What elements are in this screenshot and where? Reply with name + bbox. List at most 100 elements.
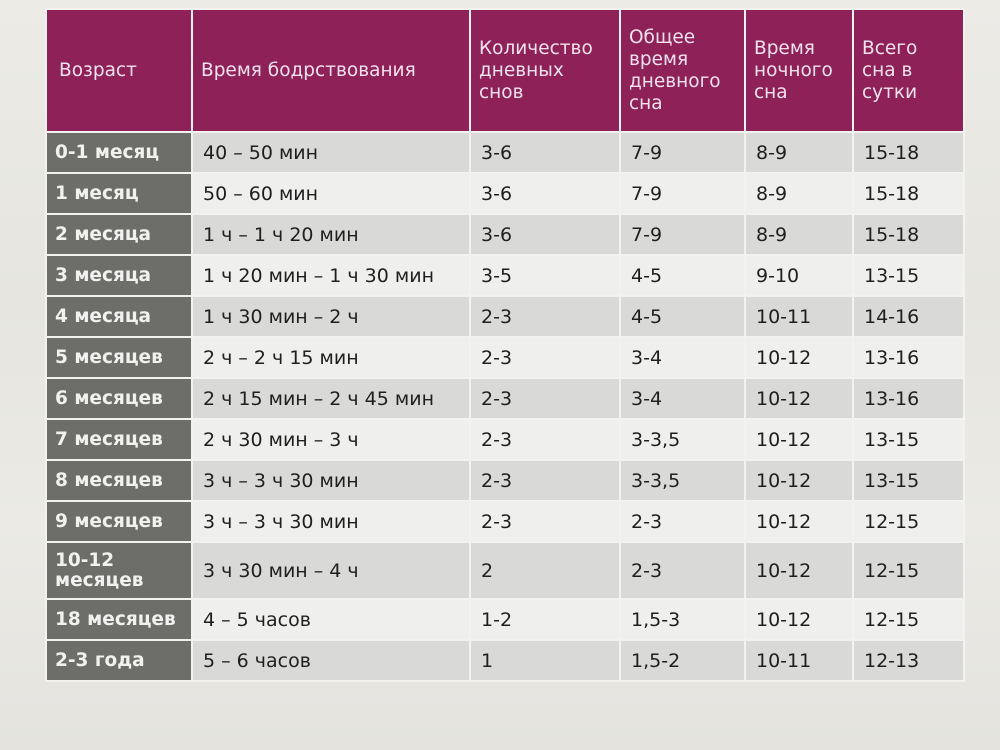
nap-count-cell: 3-5 xyxy=(469,254,621,297)
nap-count-cell: 2-3 xyxy=(469,459,621,502)
wake-time-cell: 5 – 6 часов xyxy=(191,639,471,682)
nap-count-cell: 1-2 xyxy=(469,598,621,641)
day-sleep-cell: 3-3,5 xyxy=(619,459,746,502)
header-age: Возраст xyxy=(45,8,193,133)
night-sleep-cell: 8-9 xyxy=(744,213,854,256)
table-row: 8 месяцев 3 ч – 3 ч 30 мин 2-3 3-3,5 10-… xyxy=(45,459,965,502)
table-row: 3 месяца 1 ч 20 мин – 1 ч 30 мин 3-5 4-5… xyxy=(45,254,965,297)
day-sleep-cell: 2-3 xyxy=(619,541,746,600)
table-row: 2-3 года 5 – 6 часов 1 1,5-2 10-11 12-13 xyxy=(45,639,965,682)
night-sleep-cell: 10-11 xyxy=(744,295,854,338)
total-sleep-cell: 13-15 xyxy=(852,459,965,502)
total-sleep-cell: 15-18 xyxy=(852,172,965,215)
nap-count-cell: 1 xyxy=(469,639,621,682)
nap-count-cell: 3-6 xyxy=(469,131,621,174)
table-row: 9 месяцев 3 ч – 3 ч 30 мин 2-3 2-3 10-12… xyxy=(45,500,965,543)
header-nap-count: Количество дневных снов xyxy=(469,8,621,133)
age-cell: 10-12 месяцев xyxy=(45,541,193,600)
header-row: Возраст Время бодрствования Количество д… xyxy=(45,8,965,133)
wake-time-cell: 50 – 60 мин xyxy=(191,172,471,215)
wake-time-cell: 1 ч – 1 ч 20 мин xyxy=(191,213,471,256)
wake-time-cell: 3 ч 30 мин – 4 ч xyxy=(191,541,471,600)
header-day-sleep-total: Общее время дневного сна xyxy=(619,8,746,133)
header-nap-count-label: Количество дневных снов xyxy=(479,37,593,103)
night-sleep-cell: 10-12 xyxy=(744,500,854,543)
night-sleep-cell: 10-12 xyxy=(744,336,854,379)
table-row: 4 месяца 1 ч 30 мин – 2 ч 2-3 4-5 10-11 … xyxy=(45,295,965,338)
day-sleep-cell: 7-9 xyxy=(619,213,746,256)
wake-time-cell: 40 – 50 мин xyxy=(191,131,471,174)
table-row: 10-12 месяцев 3 ч 30 мин – 4 ч 2 2-3 10-… xyxy=(45,541,965,600)
wake-time-cell: 3 ч – 3 ч 30 мин xyxy=(191,500,471,543)
day-sleep-cell: 4-5 xyxy=(619,295,746,338)
night-sleep-cell: 10-12 xyxy=(744,418,854,461)
age-cell: 5 месяцев xyxy=(45,336,193,379)
total-sleep-cell: 12-15 xyxy=(852,500,965,543)
table-row: 5 месяцев 2 ч – 2 ч 15 мин 2-3 3-4 10-12… xyxy=(45,336,965,379)
header-night-sleep-label: Время ночного сна xyxy=(754,37,833,103)
night-sleep-cell: 10-12 xyxy=(744,459,854,502)
sleep-schedule-table-container: Возраст Время бодрствования Количество д… xyxy=(45,8,965,682)
day-sleep-cell: 1,5-3 xyxy=(619,598,746,641)
day-sleep-cell: 7-9 xyxy=(619,131,746,174)
age-cell: 8 месяцев xyxy=(45,459,193,502)
table-row: 6 месяцев 2 ч 15 мин – 2 ч 45 мин 2-3 3-… xyxy=(45,377,965,420)
sleep-schedule-table: Возраст Время бодрствования Количество д… xyxy=(45,8,965,682)
age-cell: 2 месяца xyxy=(45,213,193,256)
total-sleep-cell: 12-15 xyxy=(852,598,965,641)
night-sleep-cell: 10-11 xyxy=(744,639,854,682)
age-cell: 2-3 года xyxy=(45,639,193,682)
day-sleep-cell: 4-5 xyxy=(619,254,746,297)
header-wake-time: Время бодрствования xyxy=(191,8,471,133)
night-sleep-cell: 8-9 xyxy=(744,172,854,215)
total-sleep-cell: 13-16 xyxy=(852,377,965,420)
age-cell: 0-1 месяц xyxy=(45,131,193,174)
age-cell: 1 месяц xyxy=(45,172,193,215)
total-sleep-cell: 14-16 xyxy=(852,295,965,338)
nap-count-cell: 2-3 xyxy=(469,418,621,461)
age-cell: 7 месяцев xyxy=(45,418,193,461)
age-cell: 3 месяца xyxy=(45,254,193,297)
night-sleep-cell: 10-12 xyxy=(744,377,854,420)
wake-time-cell: 3 ч – 3 ч 30 мин xyxy=(191,459,471,502)
table-row: 7 месяцев 2 ч 30 мин – 3 ч 2-3 3-3,5 10-… xyxy=(45,418,965,461)
night-sleep-cell: 8-9 xyxy=(744,131,854,174)
nap-count-cell: 2-3 xyxy=(469,500,621,543)
day-sleep-cell: 1,5-2 xyxy=(619,639,746,682)
age-cell: 4 месяца xyxy=(45,295,193,338)
day-sleep-cell: 3-3,5 xyxy=(619,418,746,461)
day-sleep-cell: 3-4 xyxy=(619,336,746,379)
nap-count-cell: 3-6 xyxy=(469,172,621,215)
night-sleep-cell: 9-10 xyxy=(744,254,854,297)
nap-count-cell: 3-6 xyxy=(469,213,621,256)
wake-time-cell: 1 ч 20 мин – 1 ч 30 мин xyxy=(191,254,471,297)
total-sleep-cell: 13-15 xyxy=(852,418,965,461)
nap-count-cell: 2 xyxy=(469,541,621,600)
total-sleep-cell: 15-18 xyxy=(852,131,965,174)
age-cell: 6 месяцев xyxy=(45,377,193,420)
day-sleep-cell: 7-9 xyxy=(619,172,746,215)
age-cell: 9 месяцев xyxy=(45,500,193,543)
header-day-sleep-total-label: Общее время дневного сна xyxy=(629,26,721,114)
day-sleep-cell: 3-4 xyxy=(619,377,746,420)
total-sleep-cell: 12-15 xyxy=(852,541,965,600)
wake-time-cell: 2 ч 15 мин – 2 ч 45 мин xyxy=(191,377,471,420)
wake-time-cell: 2 ч 30 мин – 3 ч xyxy=(191,418,471,461)
header-total-sleep: Всего сна в сутки xyxy=(852,8,965,133)
night-sleep-cell: 10-12 xyxy=(744,541,854,600)
night-sleep-cell: 10-12 xyxy=(744,598,854,641)
total-sleep-cell: 12-13 xyxy=(852,639,965,682)
header-total-sleep-label: Всего сна в сутки xyxy=(862,37,918,103)
age-cell: 18 месяцев xyxy=(45,598,193,641)
table-row: 1 месяц 50 – 60 мин 3-6 7-9 8-9 15-18 xyxy=(45,172,965,215)
nap-count-cell: 2-3 xyxy=(469,336,621,379)
nap-count-cell: 2-3 xyxy=(469,295,621,338)
wake-time-cell: 1 ч 30 мин – 2 ч xyxy=(191,295,471,338)
table-row: 0-1 месяц 40 – 50 мин 3-6 7-9 8-9 15-18 xyxy=(45,131,965,174)
table-row: 2 месяца 1 ч – 1 ч 20 мин 3-6 7-9 8-9 15… xyxy=(45,213,965,256)
nap-count-cell: 2-3 xyxy=(469,377,621,420)
total-sleep-cell: 15-18 xyxy=(852,213,965,256)
total-sleep-cell: 13-16 xyxy=(852,336,965,379)
day-sleep-cell: 2-3 xyxy=(619,500,746,543)
table-row: 18 месяцев 4 – 5 часов 1-2 1,5-3 10-12 1… xyxy=(45,598,965,641)
